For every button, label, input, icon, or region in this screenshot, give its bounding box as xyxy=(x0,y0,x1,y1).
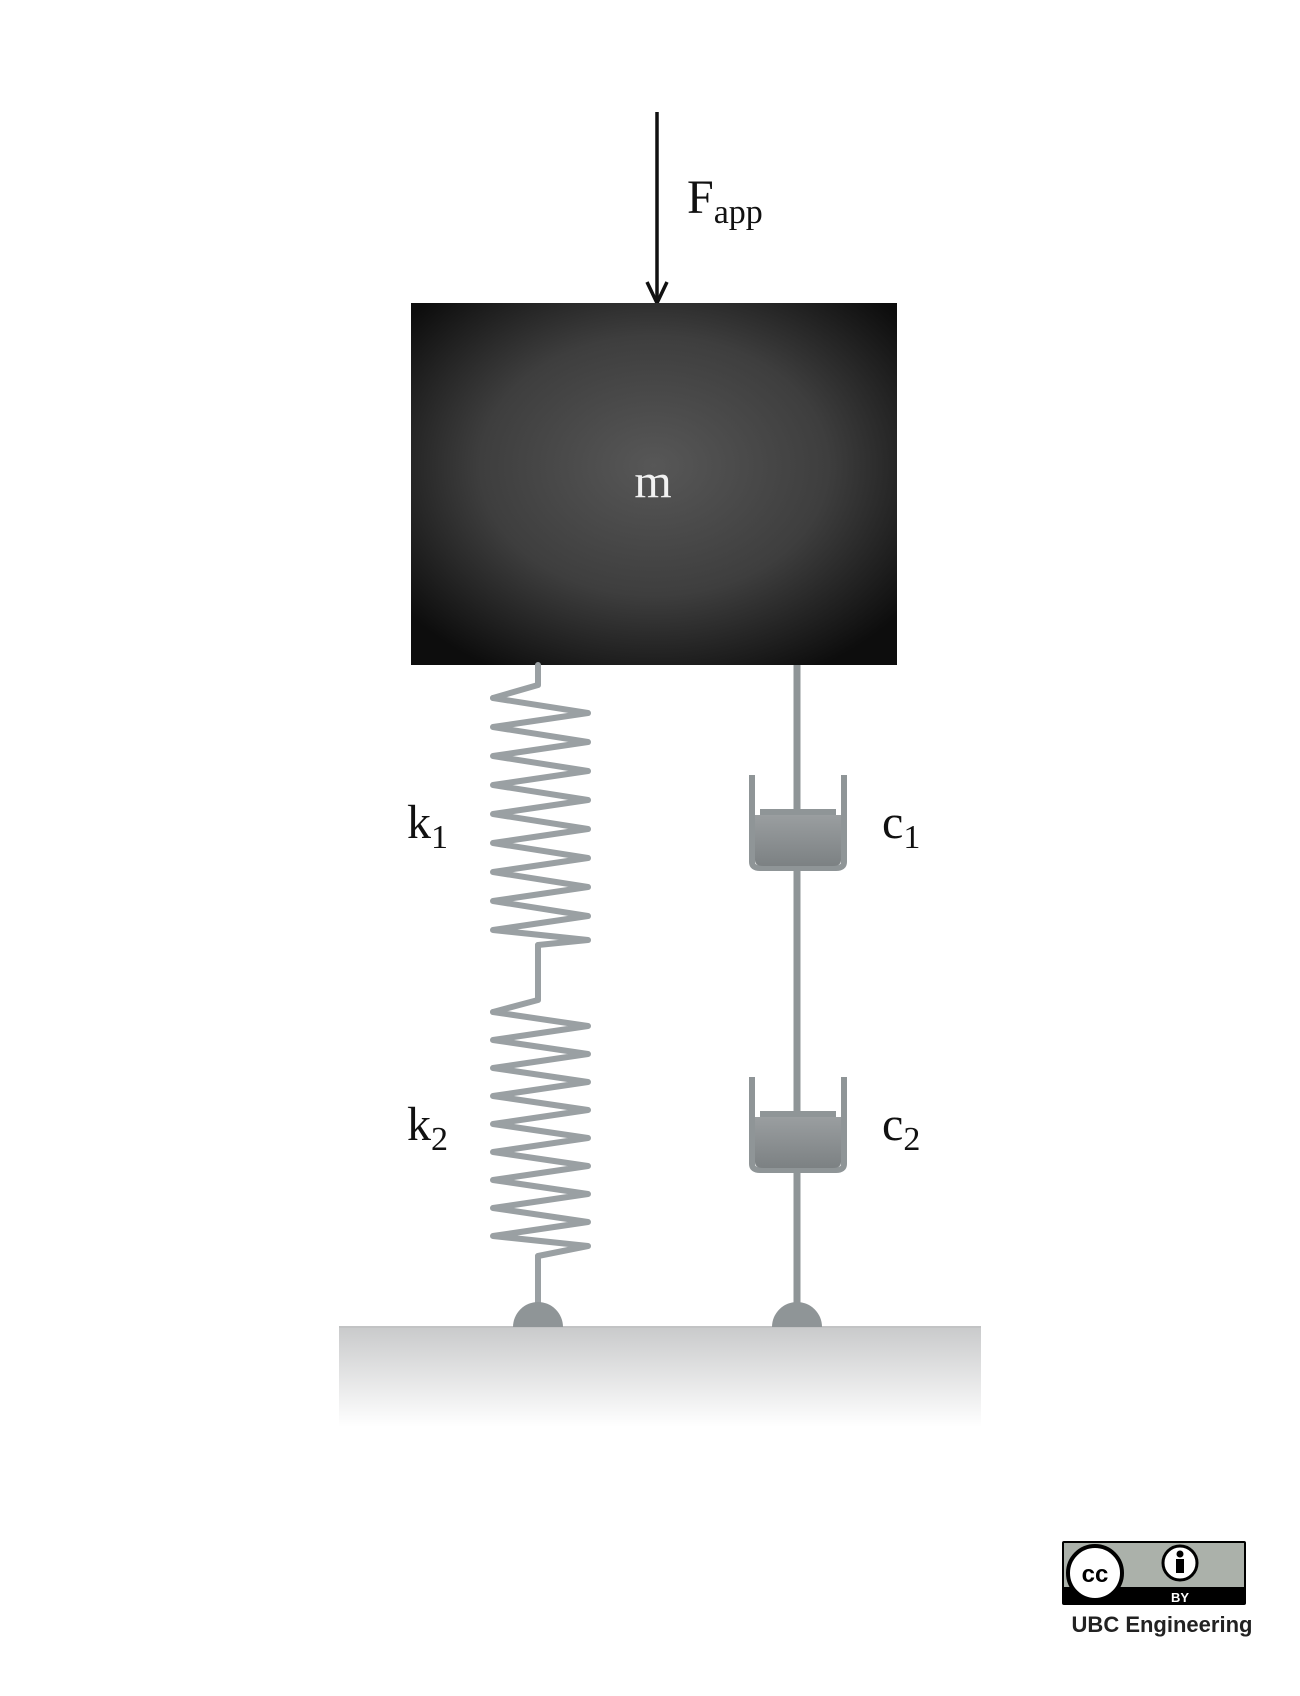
damper-c2-label: c2 xyxy=(882,1098,920,1158)
damper-c1 xyxy=(749,775,847,871)
svg-text:cc: cc xyxy=(1082,1561,1109,1588)
spring-anchor xyxy=(513,1302,563,1327)
cc-by-license-badge: cc BY xyxy=(1062,1541,1246,1605)
spring-chain xyxy=(490,662,591,1309)
spring-k2-label: k2 xyxy=(407,1098,448,1158)
creative-commons-icon: cc xyxy=(1066,1544,1124,1602)
ground xyxy=(339,1327,981,1427)
damper-c1-label: c1 xyxy=(882,796,920,856)
spring-k1-label: k1 xyxy=(407,796,448,856)
applied-force-arrow xyxy=(645,112,669,308)
force-label: Fapp xyxy=(687,171,763,231)
credit-text: UBC Engineering xyxy=(1071,1612,1253,1637)
mass-block xyxy=(411,303,897,665)
spring-k1 xyxy=(490,695,591,948)
force-symbol: F xyxy=(687,171,714,224)
license-badge-text: BY xyxy=(1171,1590,1189,1605)
damper-chain xyxy=(749,665,847,1306)
spring-k2 xyxy=(490,1009,591,1259)
damper-c2 xyxy=(749,1077,847,1173)
force-subscript: app xyxy=(714,194,763,231)
attribution-person-icon xyxy=(1161,1544,1199,1582)
mass-label: m xyxy=(634,455,671,508)
damper-anchor xyxy=(772,1302,822,1327)
